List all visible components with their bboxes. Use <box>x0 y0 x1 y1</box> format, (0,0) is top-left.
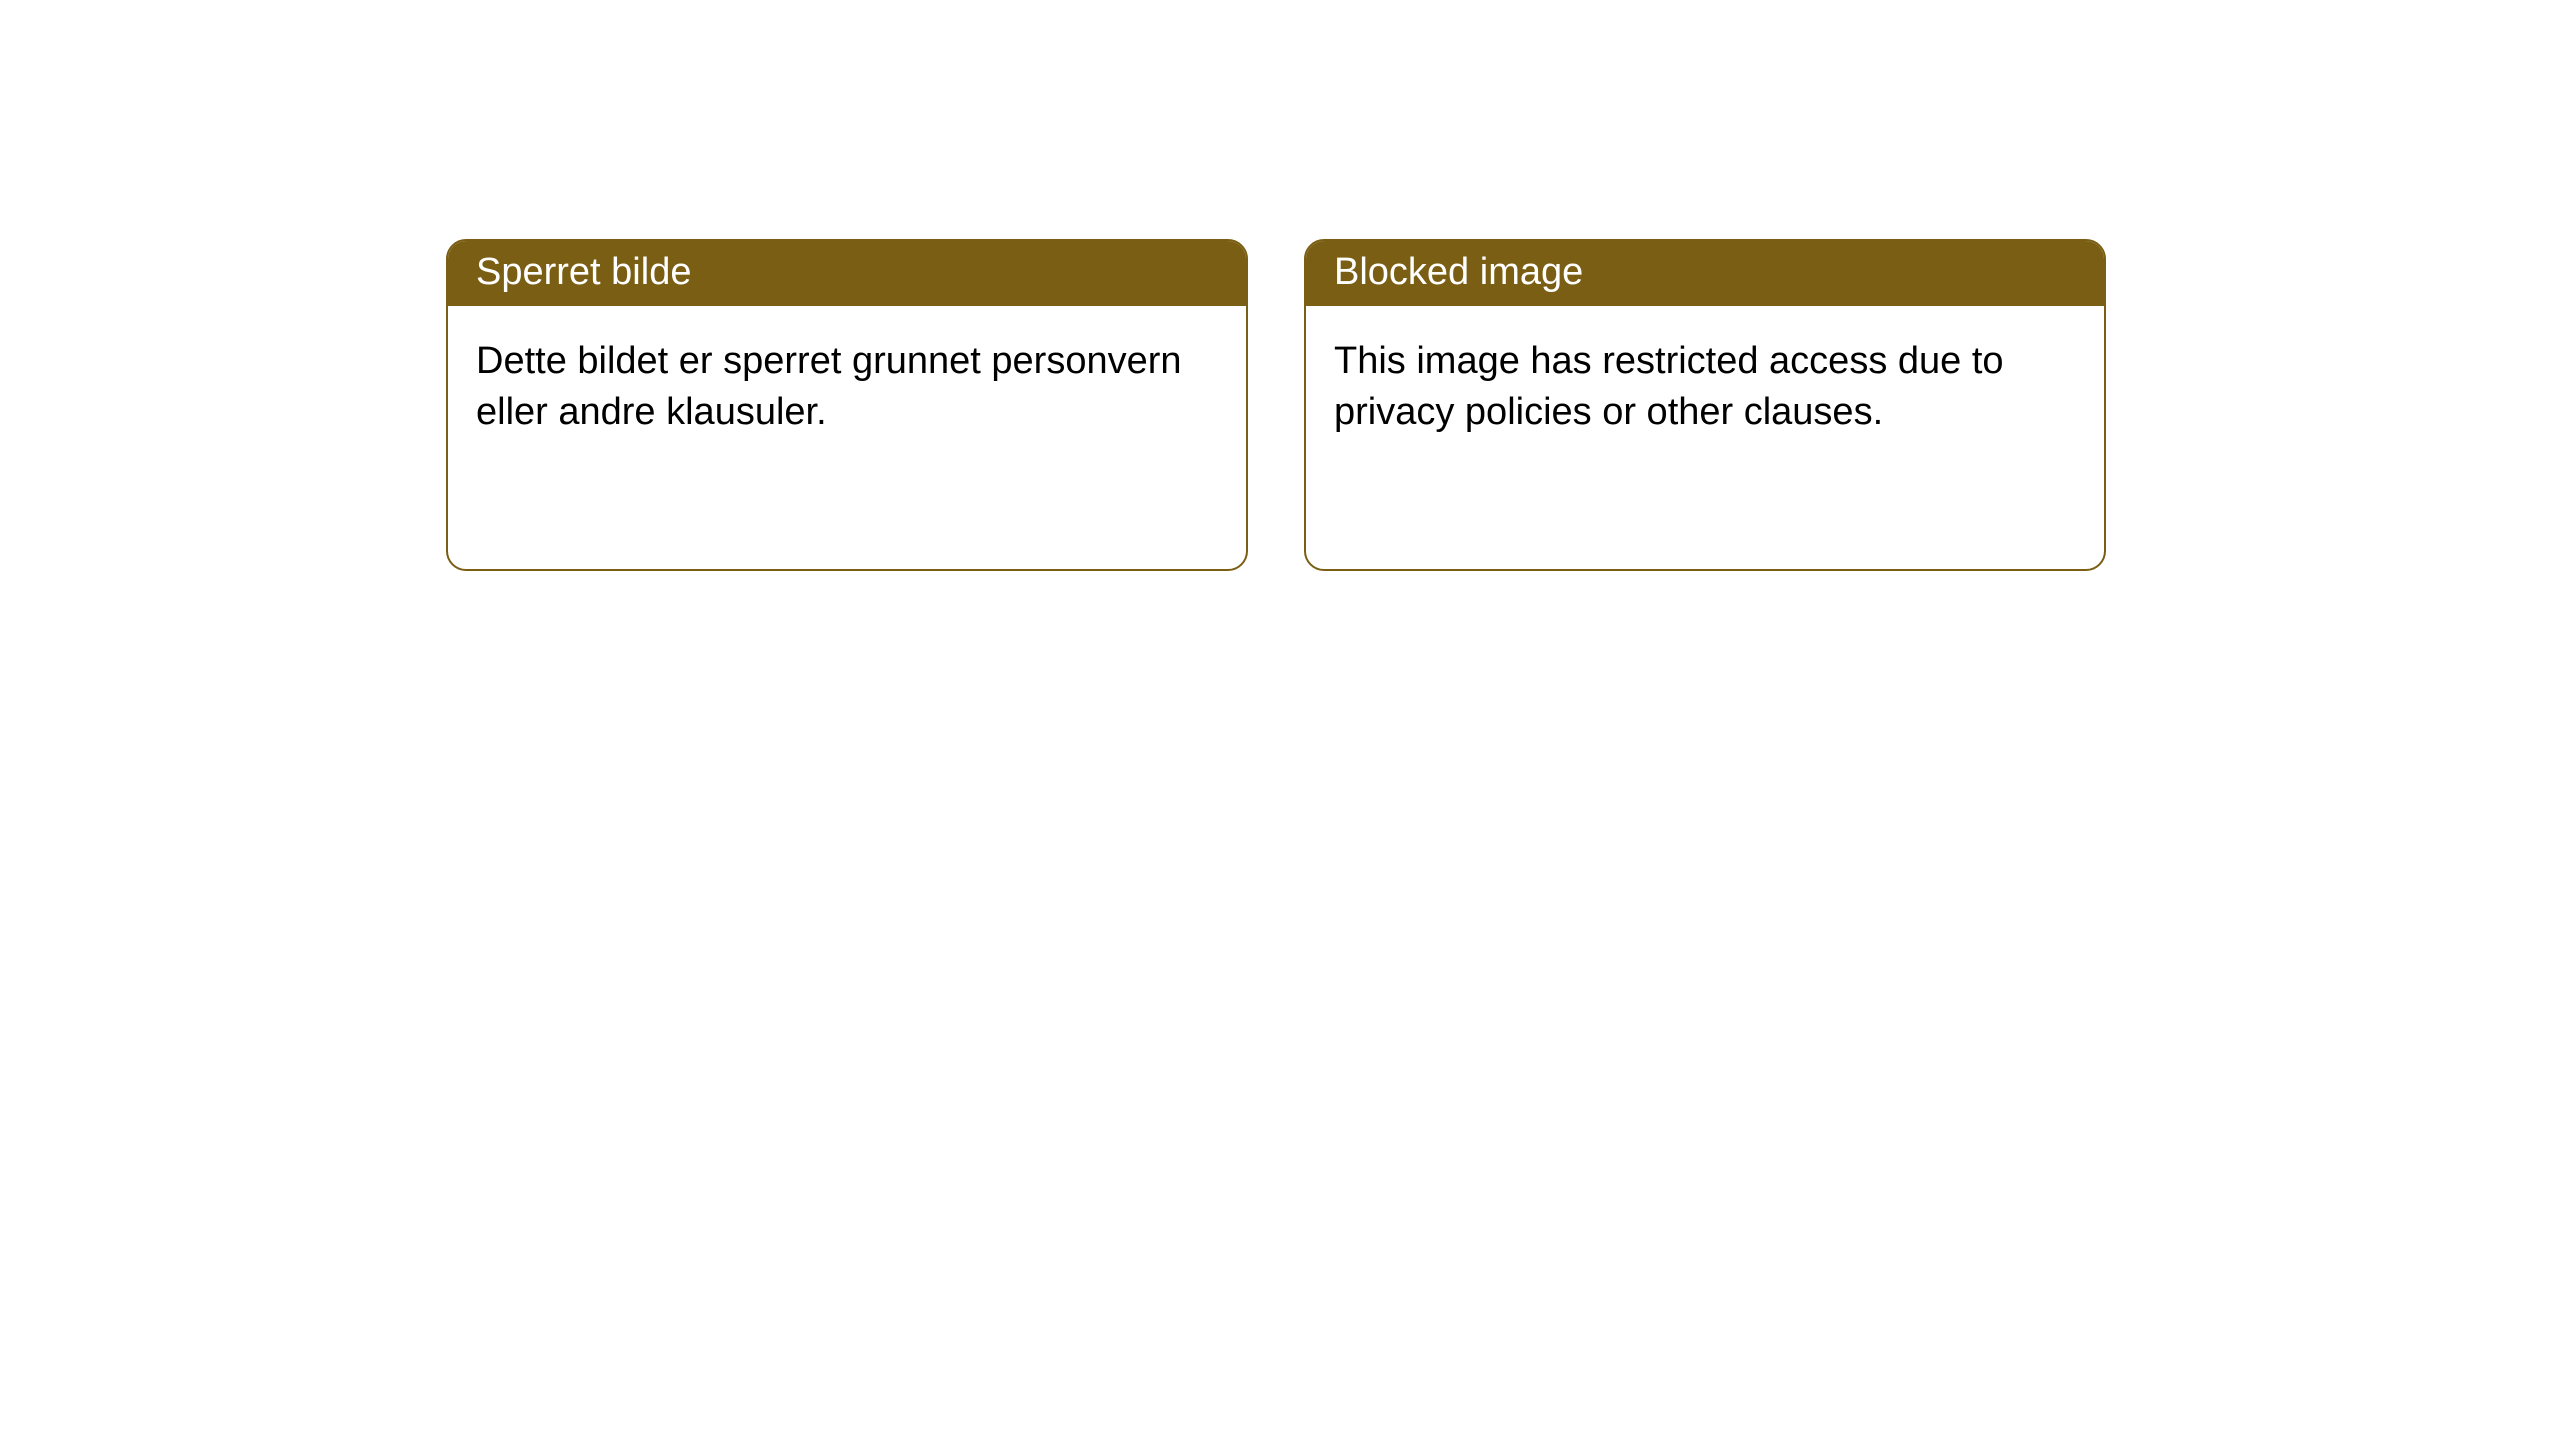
card-header-norwegian: Sperret bilde <box>448 241 1246 306</box>
card-header-english: Blocked image <box>1306 241 2104 306</box>
card-body-norwegian: Dette bildet er sperret grunnet personve… <box>448 306 1246 469</box>
card-english: Blocked image This image has restricted … <box>1304 239 2106 571</box>
card-norwegian: Sperret bilde Dette bildet er sperret gr… <box>446 239 1248 571</box>
card-body-english: This image has restricted access due to … <box>1306 306 2104 469</box>
cards-container: Sperret bilde Dette bildet er sperret gr… <box>446 239 2106 571</box>
